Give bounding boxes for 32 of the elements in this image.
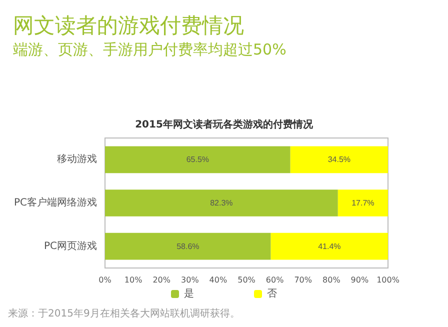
data-label: 41.4% xyxy=(318,242,341,251)
chart-title: 网文读者的游戏付费情况 xyxy=(13,14,244,38)
data-label: 34.5% xyxy=(328,155,351,164)
x-tick-label: 100% xyxy=(376,276,400,284)
data-label: 65.5% xyxy=(186,155,210,164)
text: 2015年网文读者玩各类游戏的付费情况 xyxy=(135,118,314,130)
data-label: 82.3% xyxy=(210,198,233,208)
legend-label: 否 xyxy=(267,288,277,300)
x-tick-label: 40% xyxy=(209,276,228,284)
y-tick-label: PC客户端网络游戏 xyxy=(14,196,97,208)
x-tick-label: 50% xyxy=(238,276,256,284)
x-tick-label: 70% xyxy=(294,276,312,284)
y-tick-label: PC网页游戏 xyxy=(44,240,97,252)
x-tick-label: 30% xyxy=(181,276,200,284)
data-label: 17.7% xyxy=(352,198,374,208)
bar xyxy=(105,146,290,174)
x-tick-label: 20% xyxy=(152,276,171,284)
x-tick-label: 80% xyxy=(322,276,341,284)
y-tick-label: 移动游戏 xyxy=(57,153,97,166)
x-tick-label: 90% xyxy=(350,276,369,284)
bar xyxy=(338,190,388,216)
bar xyxy=(105,190,338,216)
legend-label: 是 xyxy=(184,288,194,300)
bar xyxy=(105,232,271,260)
bar xyxy=(270,232,388,260)
x-tick-label: 0% xyxy=(98,276,112,284)
bar xyxy=(290,146,388,174)
x-tick-label: 60% xyxy=(266,276,284,284)
chart-subtitle: 端游、页游、手游用户付费率均超过50% xyxy=(13,40,286,58)
data-label: 58.6% xyxy=(176,242,200,251)
x-tick-label: 10% xyxy=(124,276,143,284)
source-note: 来源：于2015年9月在相关各大网站联机调研获得。 xyxy=(8,308,240,320)
